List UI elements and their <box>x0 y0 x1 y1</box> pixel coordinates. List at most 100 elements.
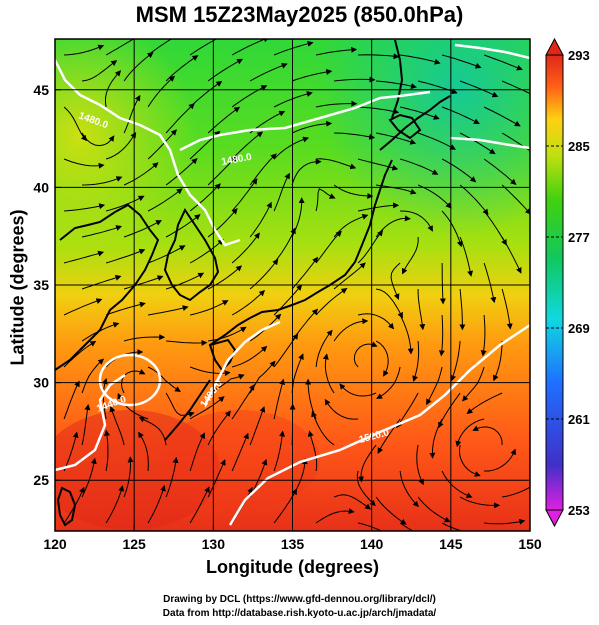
streamline <box>81 225 123 238</box>
streamline <box>455 418 485 448</box>
streamline <box>458 444 481 477</box>
streamline <box>189 366 231 377</box>
streamline <box>81 132 115 147</box>
streamline <box>165 103 195 134</box>
credit-data: Data from http://database.rish.kyoto-u.a… <box>162 608 437 619</box>
streamline <box>63 158 105 169</box>
streamline <box>357 158 399 171</box>
streamline <box>376 184 417 195</box>
streamline <box>484 448 516 472</box>
colorbar-min-arrow <box>545 509 564 528</box>
streamline <box>147 366 181 393</box>
streamline <box>459 80 499 98</box>
streamline <box>81 457 97 498</box>
x-tick-label: 130 <box>202 536 226 552</box>
streamline <box>375 288 403 319</box>
streamline <box>483 262 497 304</box>
streamline <box>502 486 530 498</box>
streamline <box>189 183 221 212</box>
streamline <box>165 456 179 498</box>
colorbar-max-arrow <box>545 37 564 56</box>
streamline <box>339 383 377 397</box>
streamline <box>165 214 201 238</box>
streamline <box>147 129 177 160</box>
streamline <box>105 485 125 524</box>
colorbar-label: 293 <box>568 48 590 63</box>
streamline <box>189 396 225 420</box>
streamline <box>399 470 419 508</box>
weather-map: 1440.0 1480.0 1520.0 1480.0 1480.0 120 12… <box>33 37 590 552</box>
streamline <box>291 120 333 134</box>
streamline <box>148 305 189 316</box>
streamline <box>63 431 79 472</box>
streamline <box>466 392 503 415</box>
streamline <box>357 313 395 330</box>
streamline <box>315 230 342 264</box>
streamline <box>231 432 249 472</box>
streamline <box>123 275 164 290</box>
streamline <box>416 444 424 486</box>
streamline <box>123 162 159 186</box>
streamline <box>207 265 243 290</box>
streamline <box>334 132 376 140</box>
streamline <box>472 425 503 446</box>
streamline <box>63 340 97 368</box>
streamline <box>459 496 501 509</box>
streamline <box>399 106 440 120</box>
streamline <box>315 100 358 108</box>
streamline <box>353 341 378 368</box>
colorbar-label: 269 <box>568 321 590 336</box>
streamline <box>63 250 105 264</box>
streamline <box>483 54 523 71</box>
streamline <box>316 158 357 170</box>
streamline <box>501 184 530 215</box>
colorbar: 293 285 277 269 261 253 <box>545 37 590 528</box>
streamline <box>231 232 260 264</box>
wind-streamlines <box>63 39 530 531</box>
streamline <box>334 76 376 83</box>
streamline <box>101 378 108 420</box>
streamline <box>438 314 445 357</box>
streamline <box>315 329 333 368</box>
y-tick-label: 25 <box>33 472 49 488</box>
streamline <box>441 210 463 248</box>
streamline <box>189 486 210 524</box>
streamline <box>120 368 146 394</box>
streamline <box>81 358 105 394</box>
streamline <box>399 522 414 531</box>
streamline <box>484 518 526 525</box>
streamline <box>483 158 517 185</box>
streamline <box>208 326 247 342</box>
streamline <box>64 203 106 212</box>
streamline <box>81 404 91 446</box>
streamline <box>105 248 146 264</box>
streamline <box>459 132 496 155</box>
y-tick-label: 30 <box>33 375 49 391</box>
streamline <box>376 80 417 89</box>
colorbar-label: 285 <box>568 139 590 154</box>
streamline <box>249 406 266 446</box>
streamline <box>138 431 149 472</box>
x-tick-label: 135 <box>281 536 305 552</box>
streamline <box>429 418 443 459</box>
x-axis-label: Longitude (degrees) <box>205 557 379 577</box>
streamline <box>117 392 149 420</box>
streamline <box>166 339 208 346</box>
streamline <box>103 429 110 472</box>
streamline <box>147 188 183 212</box>
x-tick-label: 120 <box>43 536 67 552</box>
streamline <box>231 85 268 108</box>
streamline <box>105 39 142 56</box>
streamline <box>231 345 268 368</box>
streamline <box>357 202 400 212</box>
streamline <box>400 210 433 232</box>
streamline <box>138 416 167 446</box>
streamline <box>273 40 314 56</box>
streamline <box>189 239 224 264</box>
streamline <box>189 300 229 316</box>
streamline <box>438 392 461 429</box>
streamline <box>189 432 206 472</box>
streamline <box>123 94 141 134</box>
streamline <box>333 318 369 342</box>
streamline <box>441 158 477 183</box>
